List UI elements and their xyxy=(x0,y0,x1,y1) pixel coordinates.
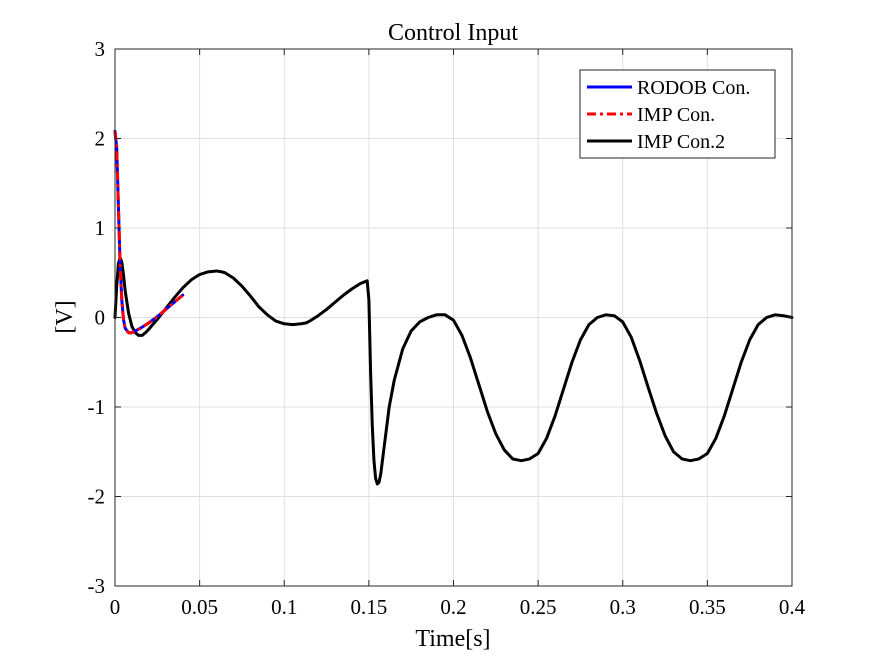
x-axis-label: Time[s] xyxy=(415,626,490,652)
x-tick-label: 0.2 xyxy=(440,595,466,619)
series-layer xyxy=(113,129,794,486)
legend: RODOB Con. IMP Con. IMP Con.2 xyxy=(579,69,776,159)
tick-labels: 0 0.05 0.1 0.15 0.2 0.25 0.3 0.35 0.4 -3 -2 -1 0 1 2 3 xyxy=(88,37,806,619)
y-tick-label: 2 xyxy=(95,127,106,151)
x-tick-label: 0.3 xyxy=(610,595,636,619)
x-tick-label: 0.4 xyxy=(779,595,806,619)
ticks xyxy=(114,48,793,587)
series-line-3 xyxy=(113,256,794,486)
y-tick-label: 3 xyxy=(95,37,106,61)
legend-label-1: RODOB Con. xyxy=(637,77,750,99)
x-tick-label: 0.25 xyxy=(520,595,557,619)
x-tick-label: 0.1 xyxy=(271,595,297,619)
y-tick-label: -3 xyxy=(88,574,106,598)
x-tick-label: 0 xyxy=(110,595,121,619)
x-tick-label: 0.15 xyxy=(351,595,388,619)
y-tick-label: 1 xyxy=(95,216,106,240)
chart-title: Control Input xyxy=(388,20,518,46)
y-tick-label: -1 xyxy=(88,395,106,419)
y-tick-label: 0 xyxy=(95,306,106,330)
series-line-2 xyxy=(113,131,184,335)
legend-label-3: IMP Con.2 xyxy=(637,131,725,153)
y-axis-label: [V] xyxy=(52,300,78,333)
x-tick-label: 0.05 xyxy=(181,595,218,619)
legend-label-2: IMP Con. xyxy=(637,104,715,126)
y-tick-label: -2 xyxy=(88,485,106,509)
x-tick-label: 0.35 xyxy=(689,595,726,619)
